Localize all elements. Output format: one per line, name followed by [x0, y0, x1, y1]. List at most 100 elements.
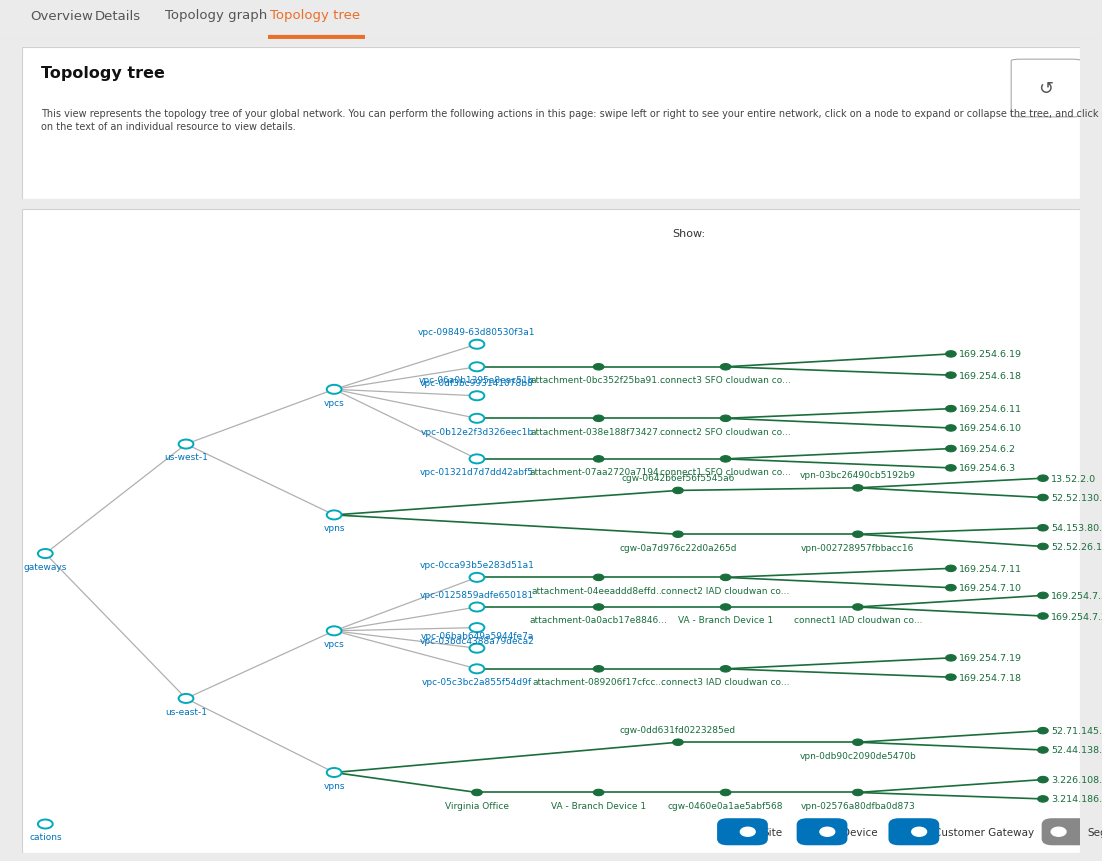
- Circle shape: [1038, 495, 1048, 501]
- Circle shape: [853, 531, 863, 538]
- Circle shape: [853, 790, 863, 796]
- Text: cgw-0460e0a1ae5abf568: cgw-0460e0a1ae5abf568: [668, 801, 784, 810]
- Circle shape: [1038, 728, 1048, 734]
- Circle shape: [469, 623, 485, 632]
- FancyBboxPatch shape: [717, 818, 768, 846]
- Text: vpn-02576a80dfba0d873: vpn-02576a80dfba0d873: [800, 801, 915, 810]
- Circle shape: [469, 362, 485, 372]
- Circle shape: [593, 574, 604, 581]
- Circle shape: [1038, 525, 1048, 531]
- Circle shape: [946, 425, 957, 431]
- Text: Show:: Show:: [672, 229, 705, 239]
- Text: VA - Branch Device 1: VA - Branch Device 1: [678, 616, 774, 624]
- Text: vpcs: vpcs: [324, 399, 345, 407]
- Circle shape: [469, 665, 485, 673]
- Text: This view represents the topology tree of your global network. You can perform t: This view represents the topology tree o…: [41, 108, 1099, 132]
- Circle shape: [593, 790, 604, 796]
- Circle shape: [853, 604, 863, 610]
- Text: attachment-038e188f73427...: attachment-038e188f73427...: [530, 427, 667, 437]
- Text: connect3 IAD cloudwan co...: connect3 IAD cloudwan co...: [661, 678, 790, 686]
- Text: vpc-01321d7d7dd42abf5: vpc-01321d7d7dd42abf5: [420, 468, 534, 477]
- Text: 169.254.6.18: 169.254.6.18: [960, 371, 1023, 381]
- Text: 169.254.7.2: 169.254.7.2: [1051, 612, 1102, 621]
- Circle shape: [672, 531, 683, 538]
- Text: 52.44.138.197: 52.44.138.197: [1051, 746, 1102, 754]
- Text: connect2 IAD cloudwan co...: connect2 IAD cloudwan co...: [661, 586, 790, 595]
- Circle shape: [1038, 592, 1048, 599]
- Circle shape: [946, 655, 957, 661]
- Text: attachment-04eeaddd8effd...: attachment-04eeaddd8effd...: [532, 586, 666, 595]
- Text: attachment-089206f17cfcc...: attachment-089206f17cfcc...: [532, 678, 665, 686]
- Text: cgw-0a7d976c22d0a265d: cgw-0a7d976c22d0a265d: [619, 543, 737, 552]
- FancyBboxPatch shape: [888, 818, 939, 846]
- Text: connect1 SFO cloudwan co...: connect1 SFO cloudwan co...: [660, 468, 791, 477]
- Circle shape: [179, 694, 194, 703]
- Circle shape: [721, 666, 731, 672]
- Circle shape: [1051, 827, 1066, 836]
- Text: cgw-0dd631fd0223285ed: cgw-0dd631fd0223285ed: [620, 725, 736, 734]
- Text: Topology tree: Topology tree: [41, 66, 165, 81]
- Circle shape: [472, 790, 483, 796]
- Text: ↺: ↺: [1038, 80, 1054, 98]
- Text: vpns: vpns: [323, 523, 345, 533]
- Text: Customer Gateway: Customer Gateway: [934, 827, 1034, 837]
- Text: attachment-0a0acb17e8846...: attachment-0a0acb17e8846...: [530, 616, 668, 624]
- Text: 3.226.108.120: 3.226.108.120: [1051, 775, 1102, 784]
- Text: 169.254.7.19: 169.254.7.19: [960, 653, 1023, 663]
- Text: 13.52.2.0: 13.52.2.0: [1051, 474, 1096, 483]
- Circle shape: [469, 573, 485, 582]
- Text: vpc-05c3bc2a855f54d9f: vpc-05c3bc2a855f54d9f: [422, 678, 532, 686]
- Text: Segment: Segment: [1088, 827, 1102, 837]
- Circle shape: [721, 790, 731, 796]
- Circle shape: [946, 351, 957, 357]
- Circle shape: [946, 566, 957, 572]
- Text: cations: cations: [29, 833, 62, 841]
- Circle shape: [326, 511, 342, 520]
- Circle shape: [672, 487, 683, 494]
- Text: 52.71.145.92: 52.71.145.92: [1051, 727, 1102, 735]
- Text: connect3 SFO cloudwan co...: connect3 SFO cloudwan co...: [660, 375, 791, 385]
- Text: vpc-0125859adfe650181: vpc-0125859adfe650181: [420, 590, 534, 599]
- Circle shape: [946, 674, 957, 680]
- Circle shape: [1038, 746, 1048, 753]
- Text: vpc-0b12e2f3d326eec1b: vpc-0b12e2f3d326eec1b: [420, 427, 533, 437]
- Text: vpn-0db90c2090de5470b: vpn-0db90c2090de5470b: [799, 751, 916, 759]
- Text: us-west-1: us-west-1: [164, 453, 208, 461]
- Text: vpc-09849­63d80530f3a1: vpc-09849­63d80530f3a1: [418, 327, 536, 337]
- Circle shape: [593, 666, 604, 672]
- Text: Site: Site: [763, 827, 782, 837]
- Circle shape: [37, 820, 53, 828]
- Text: 169.254.7.3: 169.254.7.3: [1051, 592, 1102, 600]
- FancyBboxPatch shape: [1041, 818, 1092, 846]
- Circle shape: [721, 574, 731, 581]
- Text: vpn-002728957fbbacc16: vpn-002728957fbbacc16: [801, 543, 915, 552]
- Circle shape: [326, 768, 342, 777]
- Text: connect1 IAD cloudwan co...: connect1 IAD cloudwan co...: [793, 616, 922, 624]
- Circle shape: [946, 406, 957, 412]
- Circle shape: [469, 340, 485, 350]
- Text: attachment-07aa2720a7194...: attachment-07aa2720a7194...: [529, 468, 668, 477]
- Circle shape: [37, 549, 53, 559]
- FancyBboxPatch shape: [22, 210, 1080, 853]
- Text: Device: Device: [842, 827, 878, 837]
- Text: vpns: vpns: [323, 781, 345, 790]
- Text: vpc-0df3bc993141078b8: vpc-0df3bc993141078b8: [420, 379, 533, 388]
- Circle shape: [469, 392, 485, 401]
- Circle shape: [741, 827, 755, 836]
- Circle shape: [593, 456, 604, 462]
- Circle shape: [853, 739, 863, 746]
- Text: 169.254.7.18: 169.254.7.18: [960, 673, 1023, 682]
- Text: vpc-06bab649a5944fe7a: vpc-06bab649a5944fe7a: [420, 631, 533, 640]
- Circle shape: [721, 456, 731, 462]
- Text: 169.254.7.10: 169.254.7.10: [960, 584, 1023, 592]
- Circle shape: [469, 455, 485, 464]
- Text: 169.254.6.2: 169.254.6.2: [960, 444, 1016, 454]
- Circle shape: [911, 827, 927, 836]
- Text: 169.254.6.10: 169.254.6.10: [960, 424, 1023, 433]
- Circle shape: [820, 827, 834, 836]
- Text: Topology graph: Topology graph: [165, 9, 268, 22]
- FancyBboxPatch shape: [797, 818, 847, 846]
- Circle shape: [1038, 796, 1048, 802]
- Circle shape: [1038, 475, 1048, 482]
- Circle shape: [326, 627, 342, 635]
